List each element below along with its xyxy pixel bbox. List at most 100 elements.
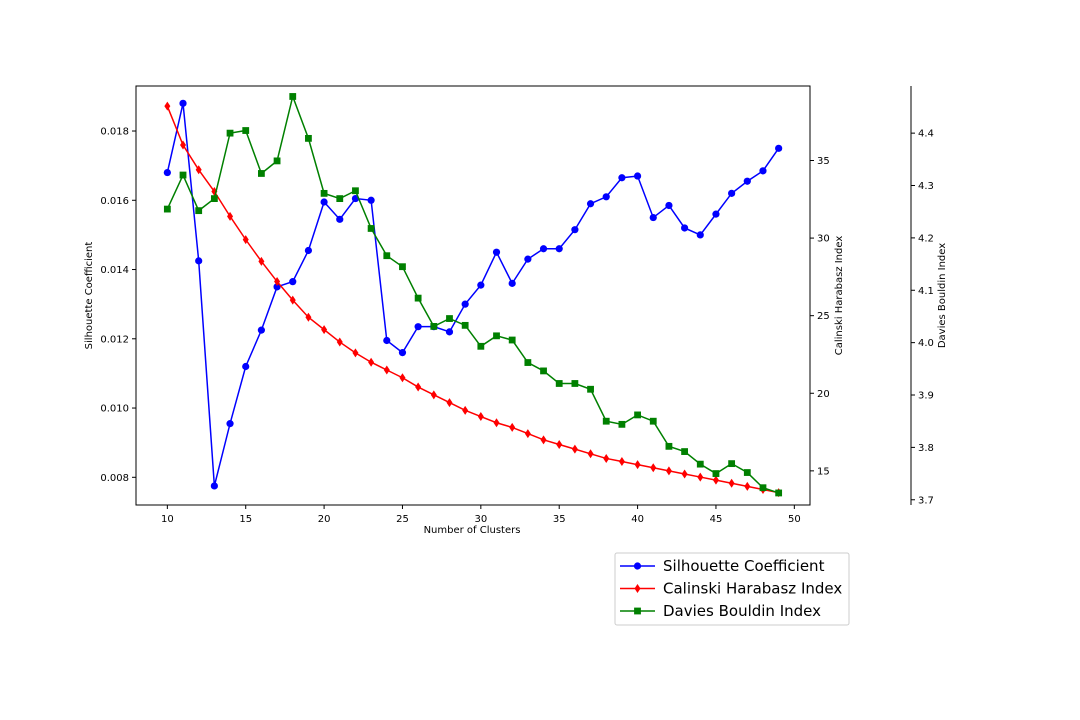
davies-point [320,189,328,197]
davies-point [179,171,187,179]
calinski-point [697,472,704,482]
calinski-point [556,439,563,449]
x-tick-label: 35 [553,514,566,525]
silhouette-point [649,213,657,222]
calinski-point [227,211,234,221]
silhouette-y-tick-label: 0.016 [100,196,129,207]
silhouette-point [775,144,783,152]
silhouette-point [210,482,218,490]
davies-point [210,195,218,203]
legend: Silhouette Coefficient Calinski Harabasz … [614,552,850,626]
davies-point [273,157,281,165]
davies-point [289,93,297,100]
legend-item-davies: Davies Bouldin Index [620,602,821,620]
davies-point [587,385,594,393]
davies-point [571,380,579,387]
davies-point [195,207,203,215]
calinski-point [477,412,484,422]
legend-box [614,552,850,626]
silhouette-point [461,300,469,308]
x-axis-label: Number of Clusters [424,525,521,536]
davies-point [540,367,547,375]
silhouette-point [696,231,704,239]
davies-point [226,129,234,137]
silhouette-point [477,281,485,289]
calinski-point [164,101,171,111]
silhouette-point [508,279,516,287]
silhouette-point [712,210,720,218]
calinski-point [430,390,437,400]
calinski-y-axis-label: Calinski Harabasz Index [834,236,845,356]
calinski-point [321,325,328,335]
davies-y-tick-label: 3.9 [918,391,934,402]
calinski-point [728,478,735,488]
silhouette-point [226,420,234,428]
calinski-y-tick-label: 35 [817,156,830,167]
calinski-point [634,460,641,470]
calinski-point [383,365,390,375]
x-tick-label: 50 [788,514,801,525]
davies-point [257,170,265,177]
silhouette-point [728,189,736,197]
davies-point [602,417,610,425]
silhouette-point [320,198,328,206]
silhouette-line [166,103,780,487]
davies-y-tick-label: 4.4 [918,129,934,140]
series-layer [163,93,783,498]
legend-marker [633,562,642,570]
silhouette-point [445,328,454,336]
davies-point [367,225,375,232]
davies-point [634,411,641,419]
calinski-y-tick-label: 25 [817,311,830,322]
calinski-point [446,398,453,408]
silhouette-point [414,323,422,331]
calinski-point [603,453,610,463]
silhouette-y-axis-label: Silhouette Coefficient [84,242,95,350]
calinski-point [258,256,265,266]
davies-point [383,252,391,260]
calinski-point [352,348,359,358]
calinski-point [509,422,516,432]
silhouette-y-tick-label: 0.008 [100,473,129,484]
calinski-point [712,475,719,485]
calinski-point [415,382,422,392]
davies-point [696,460,704,468]
calinski-point [650,463,657,473]
davies-line [166,93,779,494]
calinski-y-tick-label: 30 [817,234,830,245]
davies-y-tick-label: 3.7 [918,495,934,506]
silhouette-point [539,245,548,253]
davies-point [446,315,453,322]
silhouette-point [665,201,673,210]
calinski-point [540,435,547,445]
silhouette-point [743,177,751,185]
davies-point [759,484,767,492]
silhouette-point [367,196,375,204]
silhouette-point [163,168,171,177]
calinski-point [242,235,249,245]
series-davies [163,93,783,497]
silhouette-point [289,278,297,286]
x-tick-label: 25 [396,514,409,525]
calinski-point [665,466,672,476]
silhouette-point [242,362,250,371]
calinski-point [289,295,296,305]
calinski-point [305,312,312,322]
silhouette-point [195,257,203,265]
davies-y-tick-label: 4.3 [918,181,934,192]
calinski-point [336,337,343,347]
davies-point [508,336,516,344]
calinski-point [618,457,625,467]
calinski-point [524,429,531,439]
silhouette-point [257,326,265,334]
legend-label: Calinski Harabasz Index [663,580,842,598]
calinski-point [368,357,375,367]
davies-point [163,205,171,213]
legend-marker [634,607,641,615]
x-tick-label: 40 [631,514,644,525]
legend-label: Silhouette Coefficient [663,557,825,575]
silhouette-point [398,349,407,357]
calinski-point [493,418,500,428]
silhouette-point [571,226,579,234]
davies-point [477,342,485,350]
